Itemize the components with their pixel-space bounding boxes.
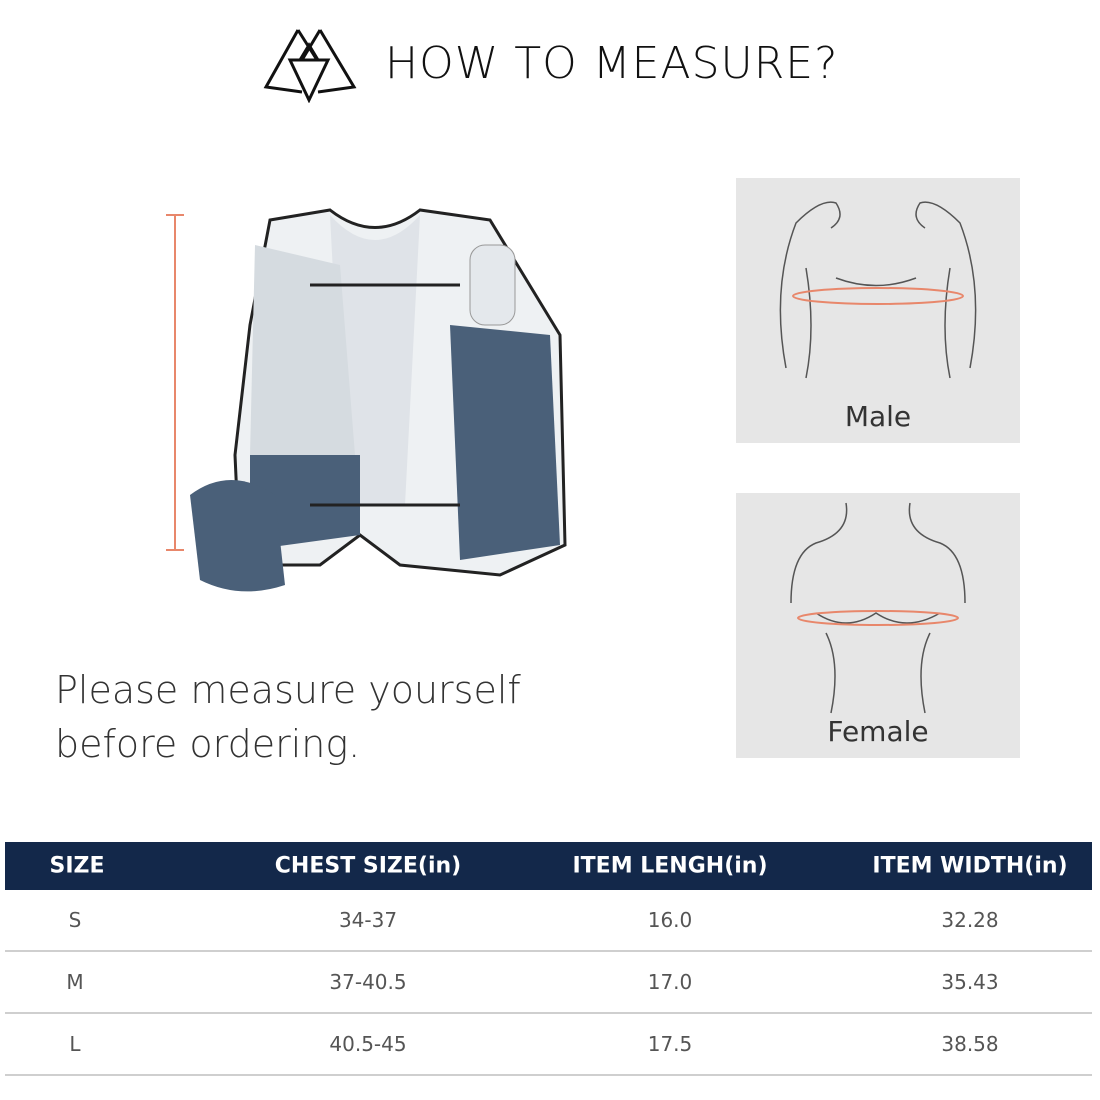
header-item-width: ITEM WIDTH(in) [872, 853, 1068, 879]
header-size: SIZE [49, 853, 105, 879]
header-chest-size: CHEST SIZE(in) [274, 853, 462, 879]
brand-logo-icon [263, 29, 357, 103]
width-cell: 35.43 [941, 970, 999, 994]
measure-message-line2: before ordering. [55, 722, 361, 766]
table-row: S 34-37 16.0 32.28 [5, 890, 1092, 952]
length-cell: 17.0 [647, 970, 693, 994]
width-cell: 32.28 [941, 908, 999, 932]
chest-cell: 40.5-45 [329, 1032, 407, 1056]
size-table: SIZE CHEST SIZE(in) ITEM LENGH(in) ITEM … [5, 842, 1092, 1076]
male-measure-figure: Male [736, 178, 1020, 443]
vest-product-image [166, 208, 567, 592]
table-row: M 37-40.5 17.0 35.43 [5, 952, 1092, 1014]
header-item-length: ITEM LENGH(in) [572, 853, 768, 879]
male-torso-icon [779, 201, 977, 379]
chest-cell: 34-37 [338, 908, 398, 932]
page-title: HOW TO MEASURE? [385, 38, 839, 89]
female-measure-figure: Female [736, 493, 1020, 758]
size-cell: S [68, 908, 82, 932]
chest-cell: 37-40.5 [329, 970, 407, 994]
table-row: L 40.5-45 17.5 38.58 [5, 1014, 1092, 1076]
size-cell: M [66, 970, 84, 994]
female-label: Female [827, 715, 929, 748]
measure-message-line1: Please measure yourself [55, 668, 521, 712]
male-label: Male [844, 400, 912, 433]
size-table-header: SIZE CHEST SIZE(in) ITEM LENGH(in) ITEM … [5, 842, 1092, 890]
size-cell: L [69, 1032, 81, 1056]
width-cell: 38.58 [941, 1032, 999, 1056]
length-cell: 17.5 [647, 1032, 693, 1056]
female-torso-icon [790, 502, 966, 714]
length-cell: 16.0 [647, 908, 693, 932]
